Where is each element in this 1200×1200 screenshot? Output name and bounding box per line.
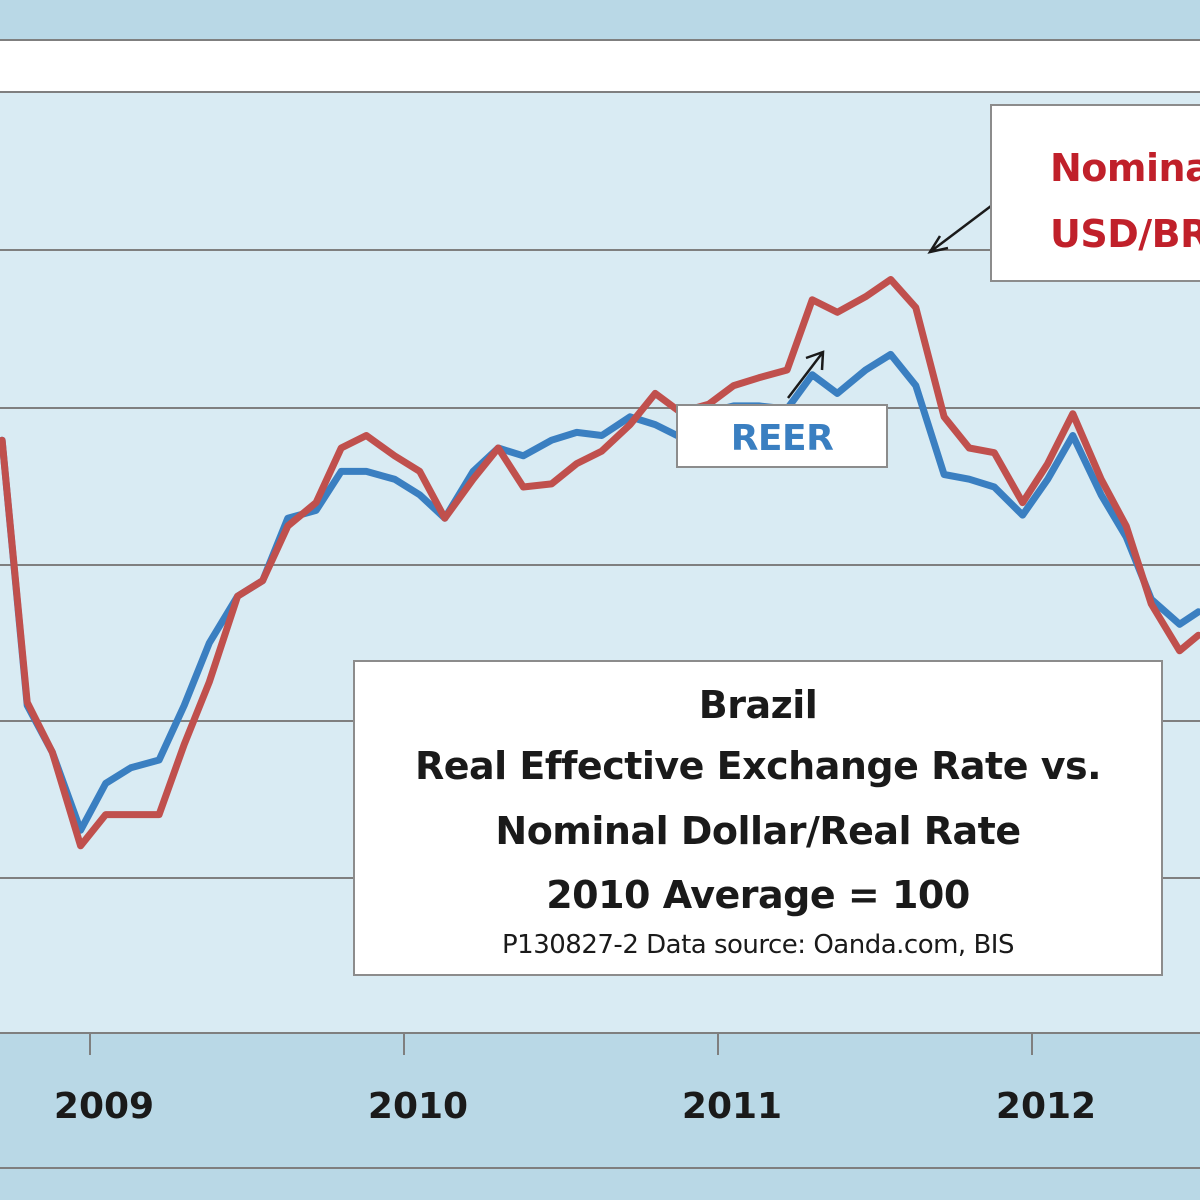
x-tick-label: 2011 xyxy=(682,1086,782,1127)
x-tick-label: 2012 xyxy=(996,1086,1096,1127)
chart-title-box: Brazil Real Effective Exchange Rate vs. … xyxy=(353,660,1163,976)
reer-label-box: REER xyxy=(676,404,888,468)
series-line-nominal xyxy=(0,276,1200,850)
series-group xyxy=(0,276,1200,850)
nominal-arrow xyxy=(927,202,996,254)
chart-subtitle-line1: Real Effective Exchange Rate vs. xyxy=(414,744,1102,788)
reer-arrow xyxy=(787,350,825,399)
series-line-reer xyxy=(0,350,1200,834)
chart-subtitle-line2: Nominal Dollar/Real Rate xyxy=(495,809,1021,853)
x-axis: 2009 2010 2011 2012 xyxy=(0,1033,1200,1169)
reer-label: REER xyxy=(730,418,834,459)
chart-title: Brazil xyxy=(698,683,818,727)
source-note: P130827-2 Data source: Oanda.com, BIS xyxy=(502,930,1014,960)
nominal-label-box: Nominal USD/BRL xyxy=(990,104,1200,282)
plot-top-strip xyxy=(0,40,1200,92)
chart-subtitle-line3: 2010 Average = 100 xyxy=(546,873,970,917)
x-tick-label: 2010 xyxy=(368,1086,468,1127)
nominal-label-line2: USD/BRL xyxy=(1050,212,1200,256)
x-tick-label: 2009 xyxy=(54,1086,154,1127)
nominal-label-line1: Nominal xyxy=(1050,146,1200,190)
